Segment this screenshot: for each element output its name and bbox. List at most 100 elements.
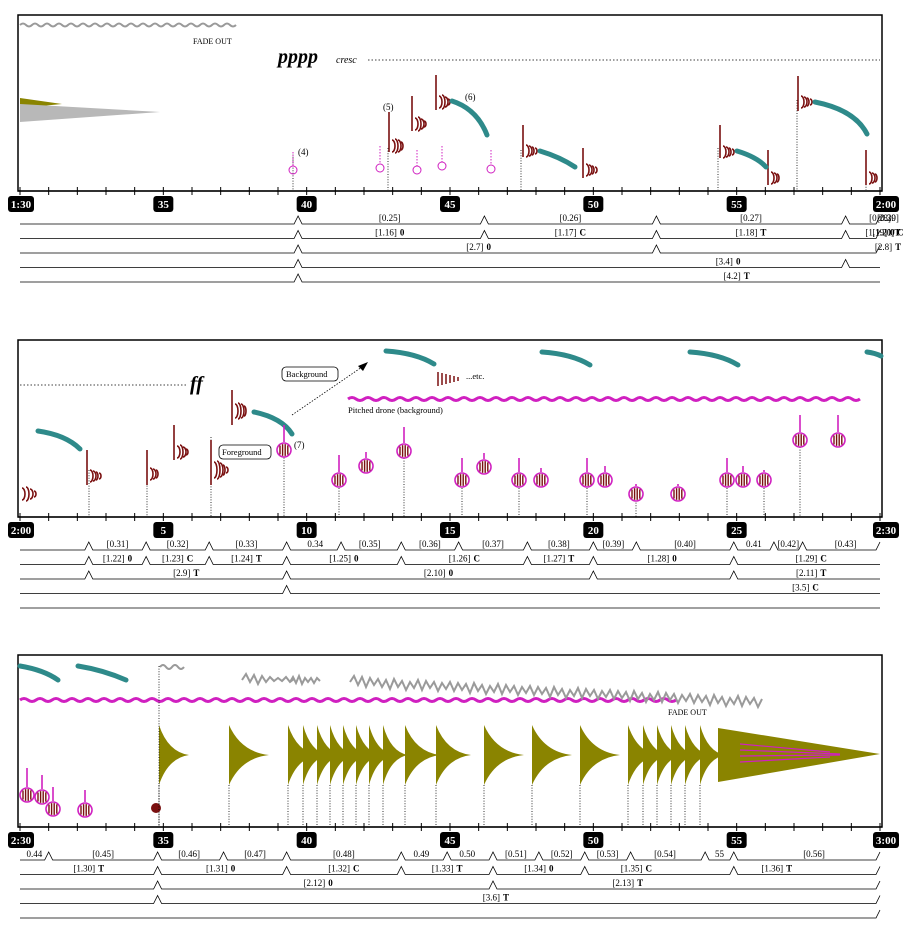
section-label: 0.34 [307,539,323,549]
svg-text:50: 50 [588,199,600,211]
time-marker: 2:30 [873,522,899,538]
struck-note [597,466,613,488]
section-label: [0.33] [236,539,258,549]
fade-out-label: FADE OUT [193,37,232,46]
olive-strike [671,725,696,785]
section-label: [2.11] T [796,568,826,578]
olive-strike [303,725,328,785]
section-label: [4.2] T [724,271,750,281]
foreground-label: Foreground [222,447,262,457]
olive-strike [330,725,355,785]
section-label: [1.20] C [872,228,903,238]
section-label: [2.8] T [875,242,901,252]
time-marker: 3:00 [873,832,899,848]
section-label: [0.46] [178,849,200,859]
section-label: [0.39] [603,539,625,549]
section-label: [1.16] 0 [375,228,405,238]
struck-note [735,466,751,488]
olive-strike [657,725,682,785]
time-marker: 5 [153,522,174,538]
system-1: FADE OUT pppp cresc (4) (5) (6) [8,14,904,283]
olive-strike [383,725,408,785]
time-marker: 2:00 [8,522,34,538]
section-label: 0.44 [26,849,42,859]
svg-text:35: 35 [158,835,170,847]
section-label: 0.50 [459,849,475,859]
olive-strike [369,725,394,785]
section-label: [1.23] C [162,554,193,564]
svg-text:2:30: 2:30 [876,525,897,537]
time-marker: 35 [153,832,174,848]
olive-strike [580,725,620,785]
olive-strike [685,725,710,785]
struck-note [792,415,808,448]
svg-text:2:00: 2:00 [876,199,897,211]
time-marker: 20 [583,522,604,538]
section-level-line [20,865,881,875]
marker-5: (5) [383,102,394,112]
maroon-figures [21,390,247,502]
section-level-line [20,215,881,225]
struck-note [830,415,846,448]
section-label: [1.30] T [73,864,104,874]
section-label: [1.26] C [449,554,480,564]
struck-note [454,458,470,488]
section-label: 1.21 T [876,228,901,238]
system-frame [17,339,883,518]
cresc-label: cresc [336,55,357,66]
olive-strike [343,725,368,785]
time-marker: 25 [726,522,747,538]
time-marker: 2:00 [873,196,899,212]
section-label: [0.29] [877,213,899,223]
etc-wedge [437,372,459,386]
struck-note [476,453,492,475]
section-label: [1.17] C [555,228,586,238]
struck-note [276,425,292,458]
struck-note [358,452,374,474]
svg-text:25: 25 [731,525,743,537]
section-label: [0.28] [869,213,891,223]
section-level-line [20,555,880,565]
section-label: [1.36] T [761,864,792,874]
section-label: [0.47] [244,849,266,859]
olive-strike [532,725,572,785]
marker-7: (7) [294,440,305,450]
final-magenta-lines [739,743,841,763]
section-label: [2.12] 0 [304,878,334,888]
svg-text:15: 15 [445,525,457,537]
section-label: [0.37] [482,539,504,549]
section-label: [0.31] [107,539,129,549]
time-marker: 35 [153,196,174,212]
svg-text:2:00: 2:00 [11,525,32,537]
struck-note [533,468,549,488]
foreground-box [218,444,272,460]
svg-text:2:30: 2:30 [11,835,32,847]
section-label: [1.34] 0 [524,864,554,874]
svg-text:20: 20 [588,525,600,537]
svg-text:1:30: 1:30 [11,199,32,211]
circle-notes [19,768,93,818]
struck-note [628,484,644,502]
section-label: [2.7] 0 [466,242,491,252]
dynamic-pppp: pppp [276,46,318,68]
time-marker: 55 [726,196,747,212]
olive-strike [700,725,725,785]
section-level-line [20,851,881,861]
etc-label: ...etc. [466,371,484,381]
section-label: [2.13] T [612,878,643,888]
noise-wave [19,22,237,28]
struck-note [719,458,735,488]
svg-text:45: 45 [445,199,457,211]
time-marker: 15 [440,522,460,538]
struck-note [756,470,772,488]
struck-note [77,790,93,818]
section-label: 55 [715,849,725,859]
time-marker: 10 [296,522,317,538]
section-label: [1.27] T [544,554,575,564]
section-level-line [20,909,881,919]
section-label: [2.10] 0 [424,568,454,578]
section-label: [1.35] C [621,864,652,874]
section-label: [1.19] 0 [865,228,895,238]
svg-text:40: 40 [301,835,313,847]
struck-note [396,427,412,459]
